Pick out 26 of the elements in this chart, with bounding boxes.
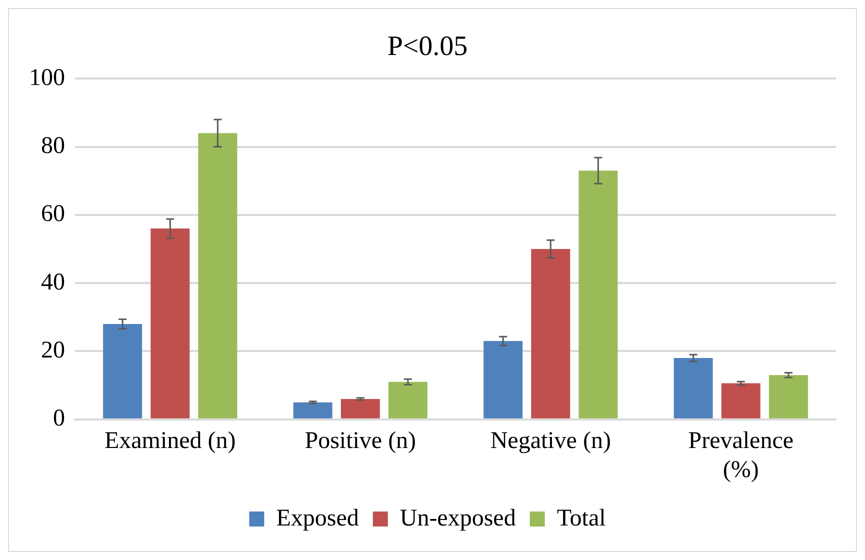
y-tick-label: 100: [29, 64, 65, 91]
bar: [293, 402, 332, 418]
x-tick-label: Positive (n): [304, 428, 416, 454]
legend-label: Total: [556, 505, 606, 532]
bar: [198, 133, 238, 418]
y-tick-label: 80: [41, 133, 65, 160]
bar: [531, 249, 570, 418]
bar: [340, 398, 380, 418]
bar: [768, 375, 808, 418]
x-tick-label: Examined (n): [104, 428, 236, 454]
bar: [721, 383, 760, 418]
bar: [578, 170, 618, 418]
y-tick-label: 40: [41, 269, 65, 296]
y-tick-label: 20: [41, 338, 65, 364]
y-tick-label: 0: [53, 406, 65, 432]
bar: [388, 382, 428, 418]
bar: [484, 341, 523, 418]
x-tick-label: Negative (n): [490, 428, 611, 454]
bar: [150, 228, 190, 418]
bar: [674, 358, 713, 418]
legend-label: Un-exposed: [400, 505, 516, 532]
chart-title: P<0.05: [387, 31, 468, 62]
legend-label: Exposed: [276, 505, 359, 532]
y-tick-label: 60: [41, 201, 65, 228]
bar: [103, 324, 142, 418]
x-tick-label: Prevalence (%): [688, 428, 794, 483]
